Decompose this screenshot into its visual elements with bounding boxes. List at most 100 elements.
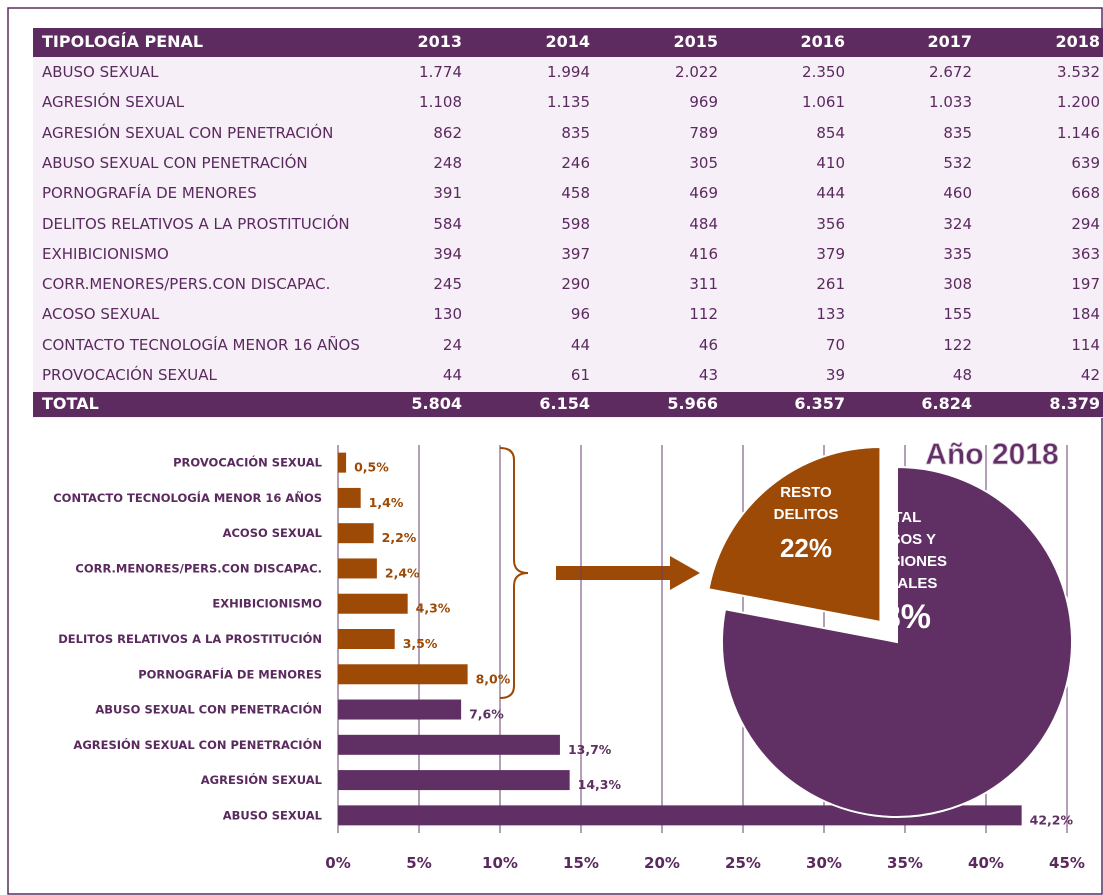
table-total-bg	[33, 392, 1103, 417]
table-cell: 1.774	[419, 63, 462, 81]
y-tick-label: PROVOCACIÓN SEXUAL	[173, 455, 323, 470]
table-cell: 311	[689, 275, 718, 294]
table-cell: ACOSO SEXUAL	[42, 305, 160, 324]
table-cell: 862	[433, 123, 462, 142]
table-cell: CORR.MENORES/PERS.CON DISCAPAC.	[42, 275, 331, 294]
y-tick-label: AGRESIÓN SEXUAL CON PENETRACIÓN	[73, 737, 322, 752]
table-cell: 598	[561, 214, 590, 233]
table-cell: 44	[442, 366, 462, 384]
table-cell: 246	[561, 153, 590, 172]
table-cell: 1.033	[929, 93, 972, 112]
table-cell: 39	[825, 366, 845, 384]
table-cell: 2.672	[929, 63, 972, 81]
table-total-cell: 6.154	[539, 394, 590, 413]
table-cell: 248	[433, 153, 462, 172]
table-cell: 294	[1071, 214, 1100, 233]
value-label: 2,4%	[385, 565, 420, 580]
table-cell: 61	[570, 366, 590, 384]
table-cell: PORNOGRAFÍA DE MENORES	[42, 184, 257, 203]
table-cell: 484	[689, 214, 718, 233]
x-tick-label: 35%	[887, 854, 923, 872]
table-header-cell: 2017	[927, 32, 972, 51]
table-cell: PROVOCACIÓN SEXUAL	[42, 366, 217, 384]
pie-label-box: RESTO DELITOS 22%	[761, 482, 851, 570]
y-tick-label: ABUSO SEXUAL CON PENETRACIÓN	[95, 702, 322, 717]
pie-slice	[707, 445, 882, 624]
bar	[338, 664, 468, 685]
y-tick-label: ACOSO SEXUAL	[223, 526, 323, 540]
table-cell: 1.061	[802, 93, 845, 112]
table-cell: 2.022	[675, 63, 718, 81]
bar	[338, 523, 374, 544]
table-cell: AGRESIÓN SEXUAL	[42, 93, 185, 112]
bar	[338, 487, 361, 508]
table-bg	[33, 28, 1103, 418]
table-cell: 2.350	[802, 63, 845, 81]
table-cell: 1.200	[1057, 93, 1100, 112]
table-cell: 112	[689, 305, 718, 324]
table-total-cell: 6.824	[921, 394, 972, 413]
x-tick-label: 40%	[968, 854, 1004, 872]
bar	[338, 699, 462, 720]
table-total-cell: 5.804	[411, 394, 462, 413]
table-cell: EXHIBICIONISMO	[42, 244, 169, 263]
table-header-cell: 2015	[673, 32, 718, 51]
x-tick-label: 5%	[406, 854, 431, 872]
bar	[338, 558, 377, 579]
table-cell: 3.532	[1057, 63, 1100, 81]
table-cell: 391	[433, 184, 462, 203]
value-label: 1,4%	[369, 495, 404, 510]
table-total-cell: TOTAL	[42, 394, 99, 413]
table-cell: 114	[1071, 335, 1100, 354]
table-cell: 335	[943, 244, 972, 263]
x-tick-label: 20%	[644, 854, 680, 872]
table-cell: 48	[952, 366, 972, 384]
table-cell: AGRESIÓN SEXUAL CON PENETRACIÓN	[42, 123, 334, 142]
table-cell: 96	[570, 305, 590, 324]
table-cell: 1.135	[547, 93, 590, 112]
table-cell: 410	[816, 153, 845, 172]
value-label: 7,6%	[469, 707, 504, 722]
pie-title: Año 2018	[925, 438, 1058, 471]
pie-slice	[721, 465, 1073, 818]
x-tick-label: 45%	[1049, 854, 1085, 872]
table-total-cell: 8.379	[1049, 394, 1100, 413]
table-cell: 324	[943, 214, 972, 233]
table-cell: 308	[943, 275, 972, 294]
brace	[499, 447, 529, 699]
y-tick-label: EXHIBICIONISMO	[212, 597, 322, 611]
table-cell: 1.108	[419, 93, 462, 112]
bar	[338, 734, 560, 755]
table-cell: 532	[943, 153, 972, 172]
table-cell: 460	[943, 184, 972, 203]
table-header-cell: 2018	[1055, 32, 1100, 51]
table-cell: 854	[816, 123, 845, 142]
table-header-cell: 2016	[800, 32, 845, 51]
table-cell: 397	[561, 244, 590, 263]
table-cell: 1.994	[547, 63, 590, 81]
table-cell: 835	[943, 123, 972, 142]
table-cell: 394	[433, 244, 462, 263]
table-cell: 290	[561, 275, 590, 294]
table-cell: 44	[570, 335, 590, 354]
y-tick-label: CORR.MENORES/PERS.CON DISCAPAC.	[75, 561, 322, 575]
value-label: 42,2%	[1030, 812, 1074, 827]
x-tick-label: 0%	[325, 854, 350, 872]
x-tick-label: 30%	[806, 854, 842, 872]
y-tick-label: PORNOGRAFÍA DE MENORES	[138, 666, 322, 681]
table-cell: 444	[816, 184, 845, 203]
table-cell: 24	[442, 335, 462, 354]
table-header-cell: 2013	[417, 32, 462, 51]
table-cell: 43	[698, 366, 718, 384]
bar	[338, 593, 408, 614]
table-cell: 42	[1080, 366, 1100, 384]
table-cell: 458	[561, 184, 590, 203]
x-tick-label: 15%	[563, 854, 599, 872]
table-cell: 639	[1071, 153, 1100, 172]
table-cell: 356	[816, 214, 845, 233]
table-cell: ABUSO SEXUAL	[42, 63, 159, 81]
y-tick-label: ABUSO SEXUAL	[223, 808, 323, 822]
value-label: 0,5%	[354, 460, 389, 475]
table-cell: ABUSO SEXUAL CON PENETRACIÓN	[42, 153, 308, 172]
